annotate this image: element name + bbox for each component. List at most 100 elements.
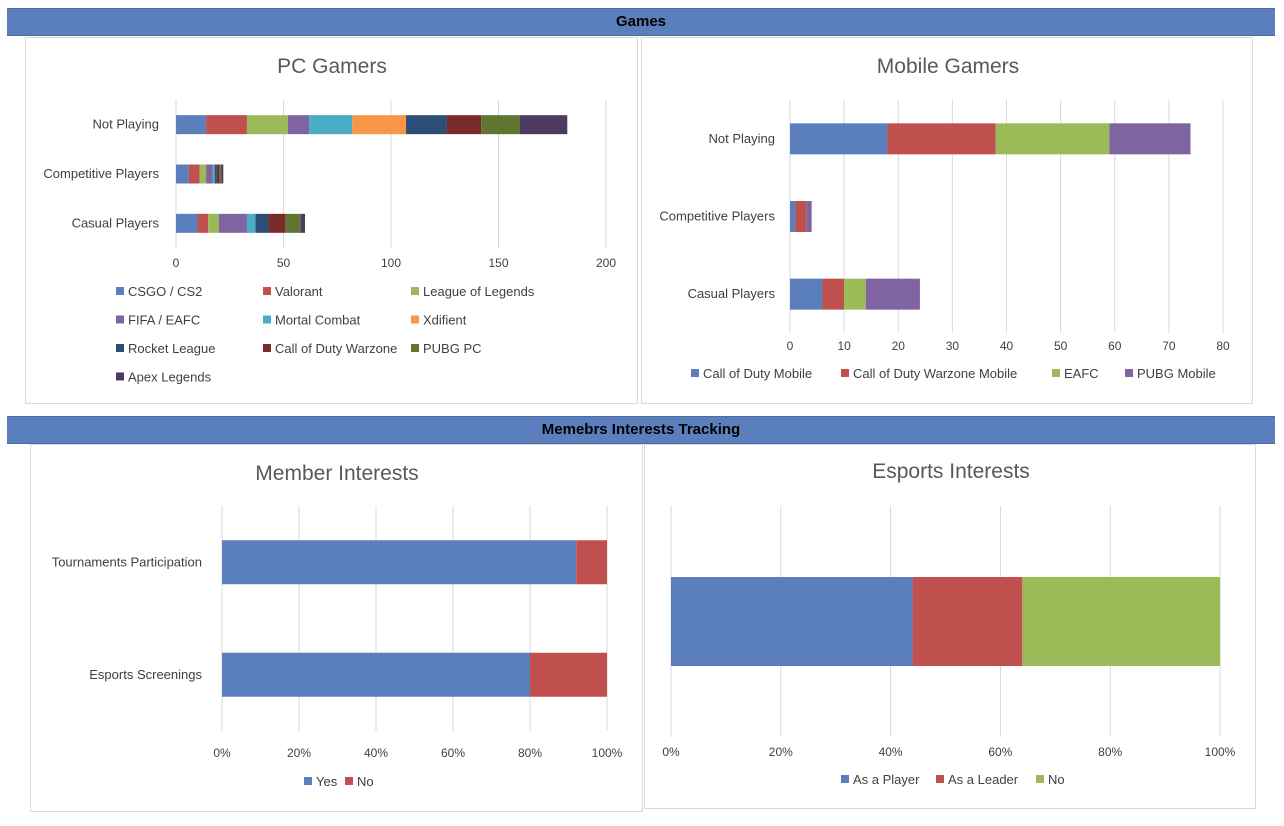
legend-swatch — [1125, 369, 1133, 377]
chart-title: PC Gamers — [277, 55, 387, 78]
bar-segment — [221, 164, 224, 184]
bar-segment — [887, 123, 996, 155]
legend-swatch — [345, 777, 353, 785]
x-tick-label: 60 — [1108, 339, 1122, 353]
x-tick-label: 40 — [1000, 339, 1014, 353]
category-label: Casual Players — [72, 215, 160, 230]
legend-entry: As a Leader — [948, 772, 1019, 787]
x-tick-label: 0% — [662, 745, 680, 759]
bar-segment — [300, 213, 305, 233]
legend-swatch — [841, 775, 849, 783]
bar-segment — [790, 201, 796, 232]
bar-segment — [844, 278, 866, 310]
chart-title: Member Interests — [255, 462, 418, 485]
bar-segment — [222, 540, 577, 585]
category-label: Competitive Players — [659, 209, 775, 224]
bar-segment — [822, 278, 845, 310]
bar-segment — [197, 213, 209, 233]
x-tick-label: 40% — [364, 746, 388, 760]
bar-segment — [520, 115, 568, 135]
bar-segment — [795, 201, 807, 232]
legend-swatch — [411, 344, 419, 352]
bar-segment — [212, 164, 215, 184]
legend-swatch — [116, 344, 124, 352]
legend-entry: FIFA / EAFC — [128, 313, 200, 328]
bar-segment — [406, 115, 447, 135]
bar-segment — [285, 213, 301, 233]
esports-interests-svg: Esports Interests 0% 20% 40% 60% 80% 100% As a … — [662, 460, 1236, 787]
bar-segment — [790, 278, 823, 310]
bar-segment — [176, 115, 207, 135]
legend-swatch — [263, 287, 271, 295]
x-tick-label: 70 — [1162, 339, 1176, 353]
mobile-gamers-chart: Mobile Gamers 0 10 20 30 40 50 60 70 80 Casual Pla… — [641, 37, 1253, 404]
category-label: Tournaments Participation — [52, 554, 202, 569]
x-tick-label: 200 — [596, 256, 616, 270]
member-interests-chart: Member Interests 0% 20% 40% 60% 80% 100% Esport… — [30, 444, 643, 812]
legend-entry: Mortal Combat — [275, 313, 361, 328]
legend-swatch — [1052, 369, 1060, 377]
bar-segment — [219, 213, 247, 233]
category-label: Not Playing — [93, 117, 159, 132]
bar-segment — [199, 164, 207, 184]
legend-entry: As a Player — [853, 772, 920, 787]
x-tick-label: 0 — [787, 339, 794, 353]
legend-entry: Xdifient — [423, 313, 467, 328]
bar-segment — [671, 577, 913, 666]
pc-gamers-svg: PC Gamers 0 50 100 150 200 Casual Players Compe… — [43, 55, 616, 385]
x-tick-label: 80 — [1216, 339, 1230, 353]
bar-segment — [1109, 123, 1191, 155]
legend-entry: No — [357, 774, 374, 789]
x-tick-label: 0 — [173, 256, 180, 270]
legend-entry: League of Legends — [423, 284, 535, 299]
legend-entry: Yes — [316, 774, 338, 789]
bar-segment — [530, 652, 607, 697]
bar-segment — [176, 164, 189, 184]
chart-title: Esports Interests — [872, 460, 1030, 483]
bar-segment — [576, 540, 607, 585]
x-tick-label: 50 — [277, 256, 291, 270]
legend-entry: No — [1048, 772, 1065, 787]
legend-entry: PUBG PC — [423, 341, 482, 356]
bar-segment — [865, 278, 920, 310]
category-label: Competitive Players — [43, 166, 159, 181]
x-tick-label: 20% — [769, 745, 793, 759]
games-section-header: Games — [7, 8, 1275, 36]
x-tick-label: 10 — [837, 339, 851, 353]
x-tick-label: 100% — [1205, 745, 1236, 759]
bar-segment — [246, 115, 288, 135]
bar-segment — [255, 213, 269, 233]
bar-segment — [208, 213, 219, 233]
bar-segment — [206, 115, 247, 135]
x-tick-label: 0% — [213, 746, 231, 760]
x-tick-label: 50 — [1054, 339, 1068, 353]
bar-segment — [214, 164, 217, 184]
legend-swatch — [841, 369, 849, 377]
x-tick-label: 100 — [381, 256, 401, 270]
bar-segment — [995, 123, 1110, 155]
bar-segment — [912, 577, 1023, 666]
chart-title: Mobile Gamers — [877, 55, 1019, 78]
bar-segment — [206, 164, 213, 184]
x-tick-label: 30 — [946, 339, 960, 353]
bar-segment — [446, 115, 482, 135]
legend-entry: Call of Duty Warzone Mobile — [853, 366, 1017, 381]
x-tick-label: 80% — [1098, 745, 1122, 759]
bar-segment — [790, 123, 888, 155]
category-label: Casual Players — [688, 286, 776, 301]
legend-entry: EAFC — [1064, 366, 1099, 381]
bar-segment — [352, 115, 407, 135]
pc-gamers-chart: PC Gamers 0 50 100 150 200 Casual Players Compe… — [25, 37, 638, 404]
legend-swatch — [1036, 775, 1044, 783]
bar-segment — [806, 201, 812, 232]
legend-swatch — [116, 372, 124, 381]
legend-swatch — [263, 315, 271, 324]
x-tick-label: 60% — [441, 746, 465, 760]
x-tick-label: 80% — [518, 746, 542, 760]
x-tick-label: 100% — [592, 746, 623, 760]
bar-segment — [309, 115, 353, 135]
x-tick-label: 20% — [287, 746, 311, 760]
bar-segment — [481, 115, 520, 135]
bar-segment — [216, 164, 219, 184]
legend-swatch — [116, 315, 124, 324]
